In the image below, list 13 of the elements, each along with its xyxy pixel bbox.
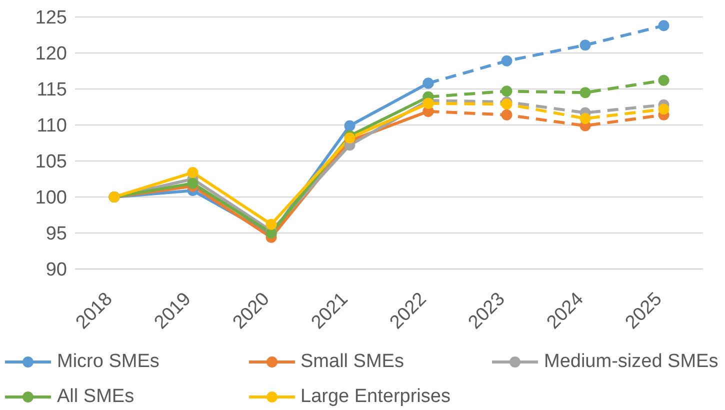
legend-label: Medium-sized SMEs (544, 350, 718, 372)
y-tick-label: 105 (35, 152, 67, 173)
legend-label: Small SMEs (300, 350, 404, 372)
y-tick-label: 100 (35, 188, 67, 209)
legend-label: Large Enterprises (300, 386, 450, 408)
y-tick-label: 120 (35, 44, 67, 65)
y-tick-label: 115 (36, 80, 67, 101)
y-tick-label: 125 (35, 8, 67, 29)
y-tick-label: 110 (36, 116, 67, 137)
legend-label: Micro SMEs (57, 350, 160, 372)
legend-label: All SMEs (57, 386, 134, 408)
y-tick-label: 95 (46, 224, 67, 245)
y-tick-label: 90 (46, 260, 67, 281)
